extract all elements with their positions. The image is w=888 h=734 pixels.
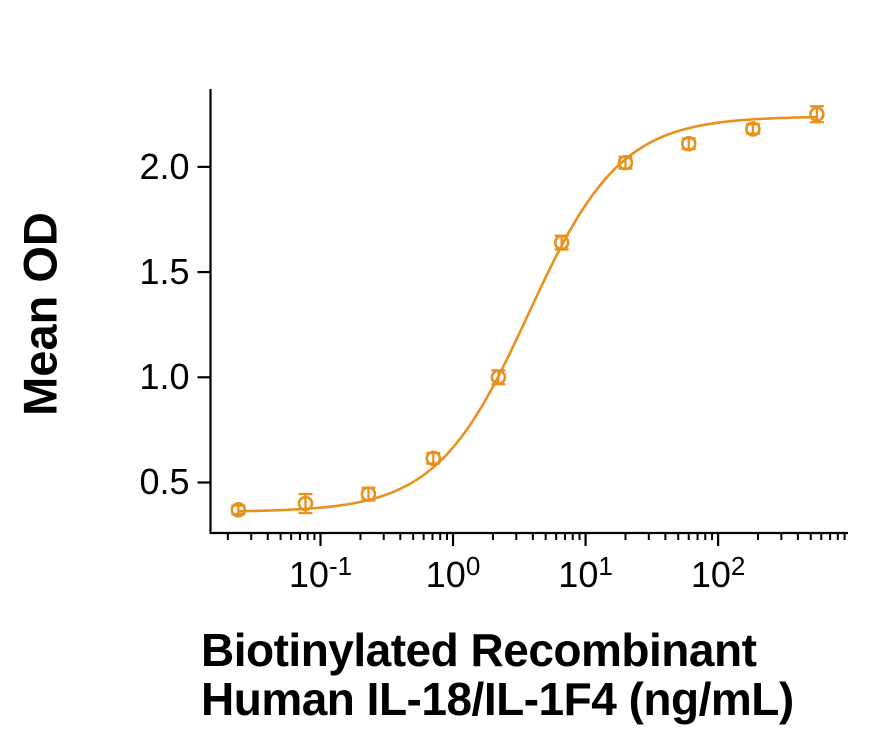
x-tick-label: 100 bbox=[425, 551, 481, 595]
data-point-marker bbox=[425, 450, 442, 467]
data-point-marker bbox=[809, 106, 825, 123]
x-axis-title-line-1: Biotinylated Recombinant bbox=[201, 624, 757, 676]
data-point-marker bbox=[617, 154, 634, 171]
data-point-marker bbox=[680, 135, 697, 152]
data-point-marker bbox=[553, 234, 570, 251]
dose-response-curve bbox=[238, 115, 817, 513]
data-point-marker bbox=[230, 502, 247, 518]
y-tick-label: 1.5 bbox=[139, 251, 190, 293]
data-point-marker bbox=[360, 486, 377, 502]
x-axis-title: Biotinylated Recombinant Human IL-18/IL-… bbox=[201, 626, 794, 724]
data-point-marker bbox=[490, 369, 507, 386]
data-point-marker bbox=[745, 121, 761, 137]
error-bars bbox=[231, 105, 824, 516]
y-tick-label: 1.0 bbox=[139, 356, 190, 398]
y-tick-label: 0.5 bbox=[139, 461, 190, 503]
x-tick-label: 101 bbox=[558, 551, 613, 595]
axes bbox=[209, 89, 848, 535]
data-point-marker bbox=[297, 495, 314, 512]
data-point-markers bbox=[230, 106, 825, 518]
y-axis-title: Mean OD bbox=[13, 212, 67, 416]
y-tick-label: 2.0 bbox=[139, 145, 190, 187]
x-axis-title-line-2: Human IL-18/IL-1F4 (ng/mL) bbox=[201, 673, 794, 725]
x-tick-label: 10-1 bbox=[288, 551, 353, 595]
fitted-curve-path bbox=[238, 115, 817, 513]
axis-ticks bbox=[197, 165, 846, 546]
x-tick-label: 102 bbox=[690, 551, 746, 595]
